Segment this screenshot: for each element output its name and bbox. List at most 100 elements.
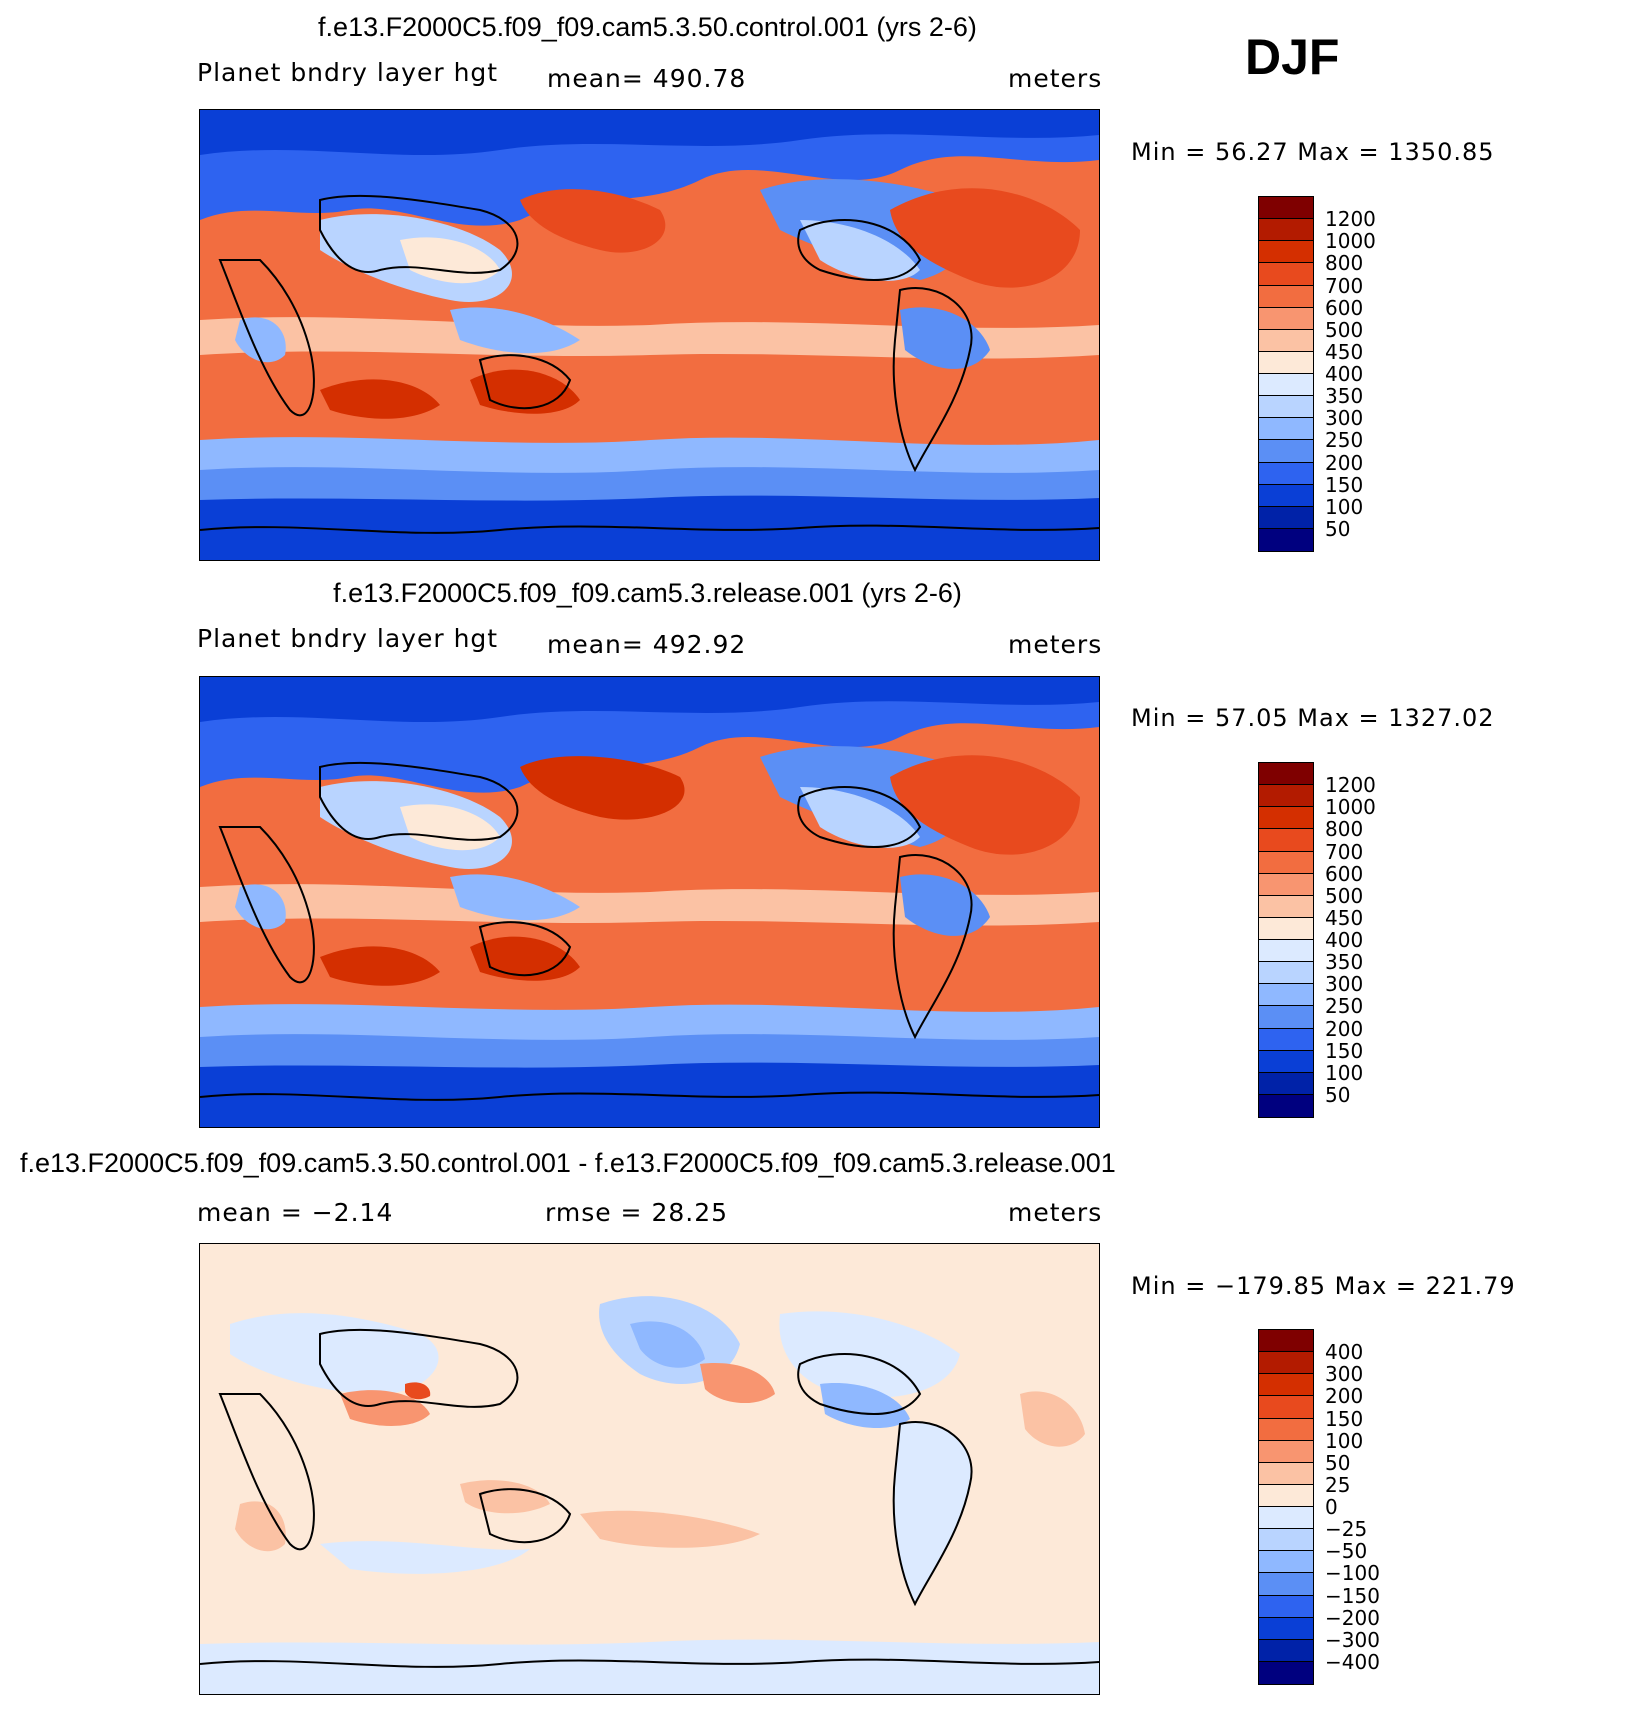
panel-2-mean-label: mean= 492.92 — [547, 630, 747, 659]
colorbar-swatch — [1259, 1094, 1313, 1117]
colorbar-swatch — [1259, 351, 1313, 374]
panel-2-colorbar — [1258, 762, 1314, 1118]
colorbar-swatch — [1259, 1661, 1313, 1684]
colorbar-tick-label: 450 — [1325, 339, 1364, 364]
colorbar-tick-label: −25 — [1325, 1517, 1368, 1542]
colorbar-swatch — [1259, 219, 1313, 242]
colorbar-swatch — [1259, 1352, 1313, 1375]
panel-3-colorbar — [1258, 1329, 1314, 1685]
colorbar-swatch — [1259, 1374, 1313, 1397]
panel-1-contour-field — [200, 110, 1099, 560]
colorbar-tick-label: 350 — [1325, 950, 1364, 975]
panel-2-minmax: Min = 57.05 Max = 1327.02 — [1131, 704, 1495, 732]
colorbar-tick-label: 100 — [1325, 494, 1364, 519]
colorbar-swatch — [1259, 984, 1313, 1007]
colorbar-tick-label: 50 — [1325, 516, 1351, 541]
colorbar-tick-label: −100 — [1325, 1561, 1380, 1586]
colorbar-swatch — [1259, 940, 1313, 963]
colorbar-tick-label: −300 — [1325, 1627, 1380, 1652]
colorbar-tick-label: 1200 — [1325, 773, 1376, 798]
colorbar-swatch — [1259, 418, 1313, 441]
colorbar-tick-label: 600 — [1325, 295, 1364, 320]
panel-3-mean-label: mean = −2.14 — [197, 1198, 394, 1227]
colorbar-tick-label: 50 — [1325, 1082, 1351, 1107]
colorbar-tick-label: 25 — [1325, 1472, 1351, 1497]
colorbar-tick-label: 700 — [1325, 839, 1364, 864]
colorbar-swatch — [1259, 1484, 1313, 1507]
colorbar-swatch — [1259, 285, 1313, 308]
panel-1-title: f.e13.F2000C5.f09_f09.cam5.3.50.control.… — [318, 12, 977, 42]
colorbar-swatch — [1259, 329, 1313, 352]
colorbar-swatch — [1259, 1396, 1313, 1419]
panel-1-units-label: meters — [1008, 64, 1103, 93]
colorbar-swatch — [1259, 785, 1313, 808]
colorbar-tick-label: 150 — [1325, 1406, 1364, 1431]
colorbar-swatch — [1259, 1639, 1313, 1662]
colorbar-swatch — [1259, 851, 1313, 874]
colorbar-swatch — [1259, 873, 1313, 896]
colorbar-swatch — [1259, 1006, 1313, 1029]
colorbar-swatch — [1259, 1440, 1313, 1463]
panel-2-units-label: meters — [1008, 630, 1103, 659]
colorbar-swatch — [1259, 1595, 1313, 1618]
colorbar-swatch — [1259, 1529, 1313, 1552]
panel-2-map — [199, 676, 1100, 1128]
colorbar-tick-label: 500 — [1325, 883, 1364, 908]
panel-2-left-label: Planet bndry layer hgt — [197, 624, 499, 653]
panel-2-contour-field — [200, 677, 1099, 1127]
panel-1-minmax: Min = 56.27 Max = 1350.85 — [1131, 138, 1495, 166]
colorbar-tick-label: 1200 — [1325, 207, 1376, 232]
colorbar-tick-label: 1000 — [1325, 795, 1376, 820]
colorbar-tick-label: 100 — [1325, 1060, 1364, 1085]
colorbar-tick-label: 400 — [1325, 1340, 1364, 1365]
colorbar-swatch — [1259, 440, 1313, 463]
colorbar-swatch — [1259, 263, 1313, 286]
panel-3-minmax: Min = −179.85 Max = 221.79 — [1131, 1272, 1516, 1300]
panel-2-title: f.e13.F2000C5.f09_f09.cam5.3.release.001… — [333, 578, 962, 608]
colorbar-tick-label: 450 — [1325, 905, 1364, 930]
panel-3-title: f.e13.F2000C5.f09_f09.cam5.3.50.control.… — [20, 1148, 1116, 1178]
colorbar-tick-label: 0 — [1325, 1495, 1338, 1519]
colorbar-swatch — [1259, 374, 1313, 397]
colorbar-swatch — [1259, 1573, 1313, 1596]
panel-1-map — [199, 109, 1100, 561]
colorbar-tick-label: 300 — [1325, 406, 1364, 431]
colorbar-swatch — [1259, 829, 1313, 852]
colorbar-tick-label: −400 — [1325, 1649, 1380, 1674]
colorbar-swatch — [1259, 895, 1313, 918]
colorbar-swatch — [1259, 962, 1313, 985]
colorbar-swatch — [1259, 528, 1313, 551]
colorbar-tick-label: 150 — [1325, 472, 1364, 497]
colorbar-swatch — [1259, 1072, 1313, 1095]
colorbar-tick-label: 150 — [1325, 1038, 1364, 1063]
colorbar-tick-label: 50 — [1325, 1450, 1351, 1475]
colorbar-tick-label: 250 — [1325, 428, 1364, 453]
colorbar-swatch — [1259, 197, 1313, 220]
colorbar-swatch — [1259, 917, 1313, 940]
panel-3-map — [199, 1243, 1100, 1695]
colorbar-swatch — [1259, 1617, 1313, 1640]
panel-1-colorbar — [1258, 196, 1314, 552]
colorbar-tick-label: 300 — [1325, 972, 1364, 997]
colorbar-tick-label: −150 — [1325, 1583, 1380, 1608]
colorbar-tick-label: 1000 — [1325, 229, 1376, 254]
panel-3-units-label: meters — [1008, 1198, 1103, 1227]
colorbar-tick-label: 800 — [1325, 817, 1364, 842]
colorbar-swatch — [1259, 1418, 1313, 1441]
colorbar-tick-label: 200 — [1325, 1016, 1364, 1041]
colorbar-tick-label: 600 — [1325, 861, 1364, 886]
colorbar-swatch — [1259, 307, 1313, 330]
panel-1-mean-label: mean= 490.78 — [547, 64, 747, 93]
colorbar-tick-label: 250 — [1325, 994, 1364, 1019]
colorbar-swatch — [1259, 1050, 1313, 1073]
panel-3-rmse-label: rmse = 28.25 — [545, 1198, 729, 1227]
colorbar-swatch — [1259, 1462, 1313, 1485]
colorbar-tick-label: 800 — [1325, 251, 1364, 276]
colorbar-swatch — [1259, 1330, 1313, 1353]
colorbar-tick-label: −50 — [1325, 1539, 1368, 1564]
colorbar-swatch — [1259, 506, 1313, 529]
season-label: DJF — [1245, 29, 1340, 85]
colorbar-swatch — [1259, 396, 1313, 419]
panel-1-left-label: Planet bndry layer hgt — [197, 58, 499, 87]
colorbar-swatch — [1259, 484, 1313, 507]
